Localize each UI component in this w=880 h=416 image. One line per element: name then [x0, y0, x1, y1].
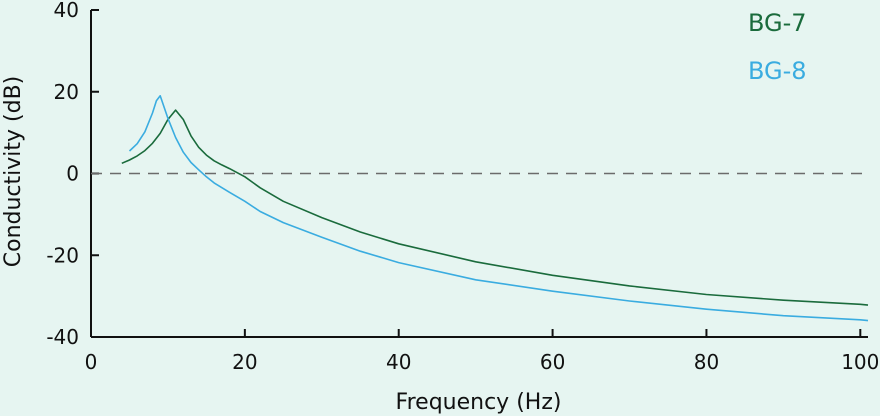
legend: BG-7 BG-8 [748, 9, 807, 85]
y-tick-label: 0 [66, 162, 79, 186]
x-tick-label: 20 [232, 350, 257, 374]
x-axis-title: Frequency (Hz) [396, 390, 562, 415]
x-tick-label: 40 [386, 350, 411, 374]
x-tick-label: 0 [85, 350, 98, 374]
x-tick-label: 100 [841, 350, 879, 374]
legend-entry-bg-8: BG-8 [748, 57, 807, 85]
series-line-bg-8 [128, 95, 869, 322]
legend-entry-bg-7: BG-7 [748, 9, 807, 37]
y-tick-label: 40 [54, 0, 79, 22]
y-tick-label: -40 [46, 325, 79, 349]
series-line-bg-7 [121, 109, 869, 306]
y-axis-title: Conductivity (dB) [1, 76, 26, 268]
x-tick-label: 80 [694, 350, 719, 374]
axes-group: -40 -20 0 20 40 0 20 40 60 80 100 [46, 0, 879, 374]
y-tick-label: 20 [54, 80, 79, 104]
y-tick-label: -20 [46, 243, 79, 267]
x-tick-label: 60 [540, 350, 565, 374]
series-layer [121, 95, 869, 322]
